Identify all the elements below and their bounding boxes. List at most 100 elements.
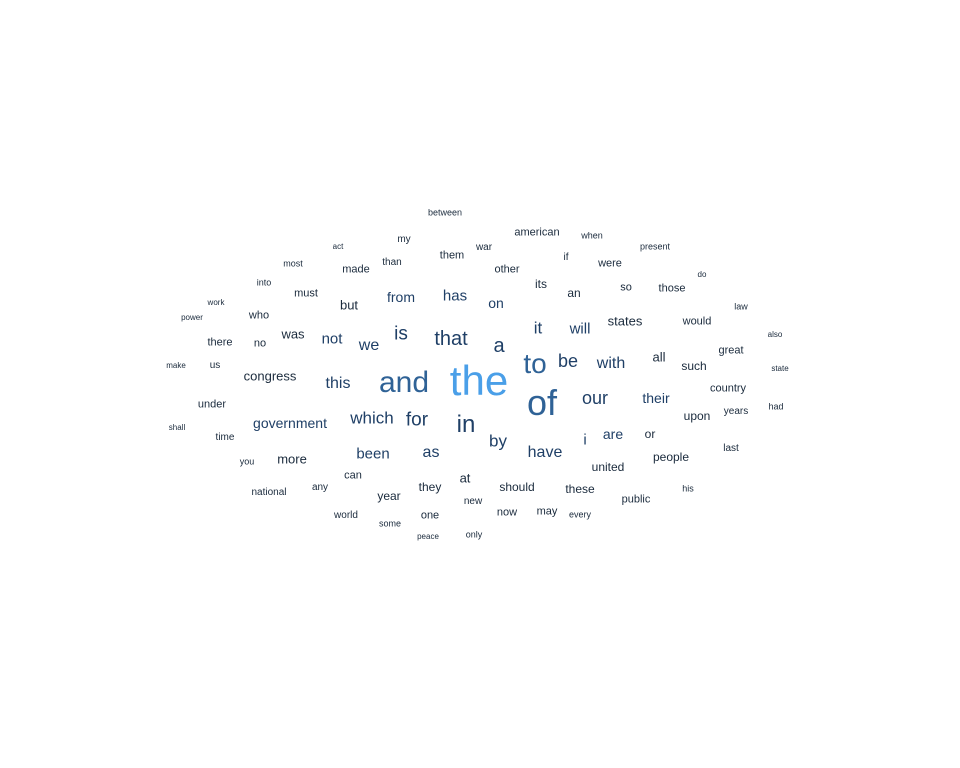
word-present: present [639, 241, 671, 252]
word-if: if [563, 252, 569, 263]
word-must: must [294, 287, 318, 300]
word-shall: shall [168, 423, 186, 432]
word-on: on [488, 295, 504, 311]
word-power: power [181, 313, 203, 322]
word-national: national [251, 487, 287, 498]
word-in: in [456, 411, 476, 438]
word-have: have [527, 444, 563, 461]
word-at: at [459, 470, 471, 486]
word-some: some [378, 518, 402, 529]
word-war: war [475, 242, 493, 253]
word-other: other [494, 263, 520, 276]
word-is: is [394, 323, 408, 345]
word-do: do [697, 270, 707, 279]
word-for: for [405, 409, 429, 431]
word-and: and [378, 366, 430, 399]
word-world: world [334, 510, 358, 521]
word-country: country [709, 382, 747, 395]
word-there: there [207, 336, 233, 349]
word-years: years [723, 406, 749, 417]
word-every: every [568, 509, 592, 520]
word-a: a [493, 335, 505, 357]
word-may: may [536, 505, 558, 518]
word-work: work [207, 298, 225, 307]
word-will: will [569, 320, 591, 338]
word-make: make [166, 361, 186, 370]
word-which: which [350, 408, 394, 428]
word-as: as [422, 444, 440, 461]
word-can: can [344, 469, 362, 482]
word-the: the [449, 357, 509, 404]
word-people: people [652, 450, 690, 464]
word-no: no [253, 337, 267, 350]
word-this: this [325, 375, 351, 392]
word-us: us [209, 360, 221, 371]
word-great: great [718, 344, 744, 357]
word-public: public [621, 493, 651, 506]
word-to: to [523, 348, 547, 379]
word-that: that [434, 328, 468, 350]
word-not: not [321, 330, 343, 348]
word-between: between [427, 207, 463, 218]
word-such: such [681, 359, 707, 373]
word-time: time [215, 432, 235, 443]
word-was: was [281, 326, 305, 342]
word-should: should [499, 480, 535, 494]
word-we: we [358, 337, 380, 354]
word-who: who [248, 309, 270, 322]
word-an: an [567, 286, 581, 300]
word-only: only [465, 529, 483, 540]
word-so: so [620, 281, 632, 294]
word-when: when [581, 230, 603, 241]
word-states: states [607, 313, 643, 329]
word-most: most [283, 258, 303, 269]
word-state: state [771, 364, 789, 373]
word-upon: upon [683, 409, 711, 423]
word-but: but [339, 297, 359, 313]
word-its: its [535, 277, 547, 291]
word-than: than [382, 257, 402, 268]
word-you: you [239, 456, 255, 467]
word-by: by [489, 431, 507, 451]
word-all: all [652, 349, 666, 365]
word-has: has [442, 287, 468, 305]
word-with: with [596, 355, 626, 372]
word-peace: peace [417, 532, 439, 541]
word-now: now [496, 506, 518, 519]
word-also: also [767, 330, 783, 339]
word-their: their [642, 390, 670, 406]
word-law: law [734, 301, 748, 312]
word-they: they [418, 480, 442, 494]
word-from: from [387, 289, 415, 305]
word-of: of [526, 382, 558, 423]
word-made: made [342, 263, 370, 276]
word-united: united [591, 460, 625, 474]
word-one: one [420, 509, 440, 522]
word-be: be [557, 351, 579, 371]
word-act: act [332, 242, 344, 251]
word-into: into [256, 277, 272, 288]
word-or: or [644, 427, 656, 441]
word-government: government [253, 415, 327, 431]
word-under: under [197, 398, 227, 411]
word-congress: congress [243, 368, 297, 384]
word-these: these [565, 482, 595, 496]
word-new: new [463, 496, 483, 507]
word-are: are [602, 426, 624, 442]
word-american: american [514, 226, 560, 239]
word-more: more [277, 451, 307, 467]
word-year: year [377, 489, 401, 503]
word-my: my [397, 234, 411, 245]
word-them: them [439, 249, 465, 262]
word-his: his [682, 483, 694, 494]
word-were: were [598, 257, 622, 270]
word-our: our [581, 388, 609, 408]
word-i: i [583, 431, 587, 449]
word-it: it [533, 318, 543, 338]
word-would: would [682, 315, 712, 328]
word-any: any [311, 482, 329, 493]
word-last: last [723, 443, 739, 454]
word-those: those [658, 282, 686, 295]
word-had: had [768, 401, 784, 412]
